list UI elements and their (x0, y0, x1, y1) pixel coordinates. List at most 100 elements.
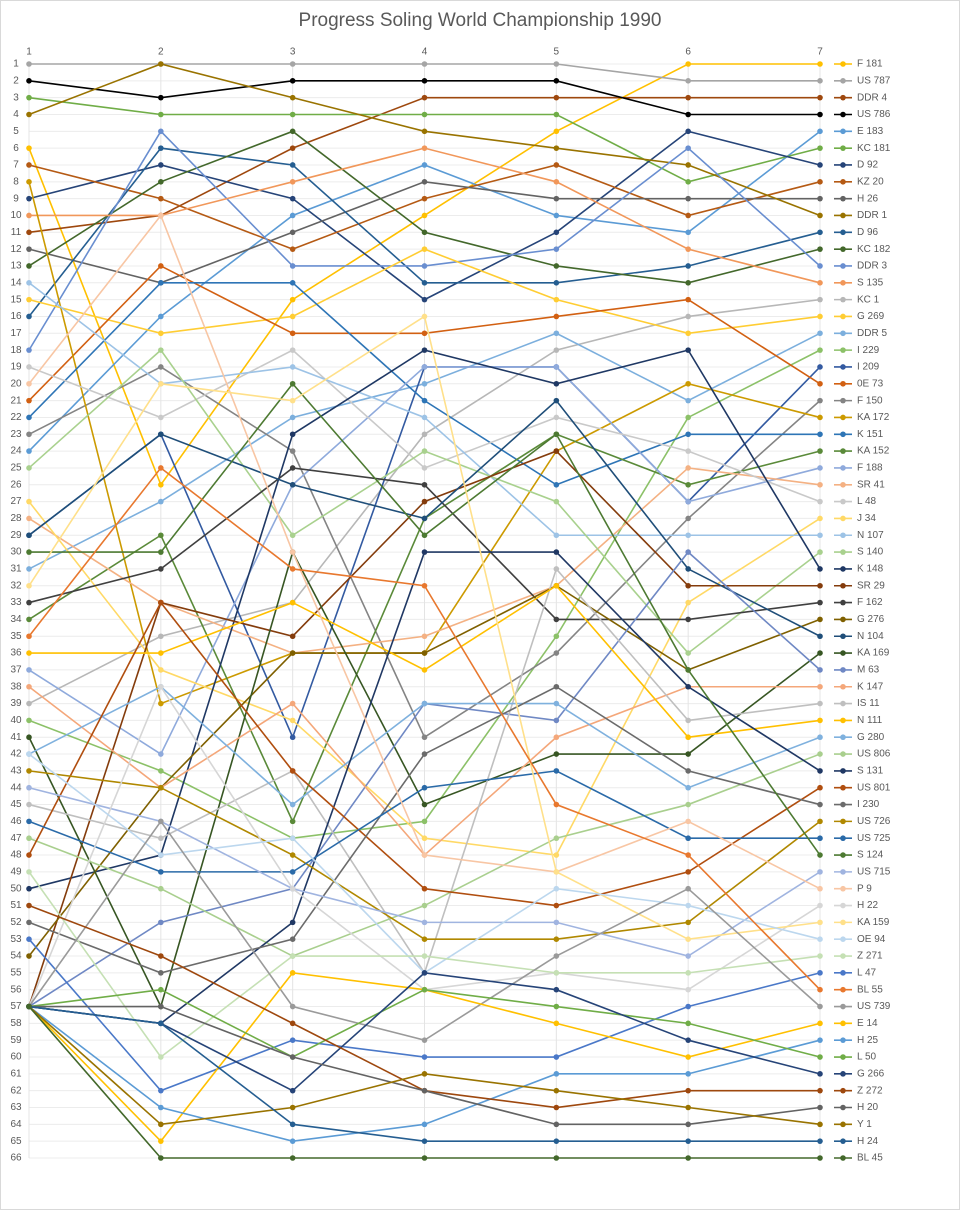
y-tick-label: 59 (10, 1035, 22, 1046)
point (421, 582, 428, 589)
legend-marker (840, 1037, 846, 1043)
point (158, 212, 164, 219)
point (158, 835, 164, 842)
y-tick-label: 10 (10, 210, 22, 221)
legend-label: 0E 73 (857, 378, 884, 389)
point (158, 852, 164, 858)
point (817, 1071, 823, 1077)
point (553, 582, 560, 589)
point (553, 1087, 560, 1094)
legend-marker (840, 347, 846, 353)
point (817, 869, 823, 875)
point (26, 431, 32, 438)
legend-label: H 24 (857, 1136, 879, 1147)
point (421, 1138, 428, 1144)
point (553, 330, 560, 337)
point (421, 970, 428, 976)
legend-marker (840, 717, 846, 724)
y-tick-label: 38 (10, 681, 22, 692)
point (553, 768, 560, 774)
y-tick-label: 17 (10, 328, 22, 339)
point (553, 549, 560, 555)
legend-label: N 104 (857, 631, 884, 642)
point (685, 986, 691, 993)
point (817, 246, 823, 252)
point (158, 111, 164, 118)
point (289, 263, 296, 269)
point (421, 936, 428, 942)
point (421, 532, 428, 539)
point (158, 633, 164, 640)
legend-label: DDR 3 (857, 261, 887, 272)
point (421, 448, 428, 454)
legend-marker (840, 936, 846, 942)
point (289, 970, 296, 976)
point (817, 683, 823, 690)
point (158, 1087, 164, 1094)
point (26, 246, 32, 252)
point (289, 431, 296, 438)
point (158, 330, 164, 337)
legend-label: H 25 (857, 1035, 879, 1046)
point (289, 885, 296, 892)
point (26, 835, 32, 842)
point (685, 599, 691, 606)
point (26, 683, 32, 690)
point (817, 78, 823, 84)
point (289, 397, 296, 404)
point (817, 768, 823, 774)
point (289, 734, 296, 741)
point (685, 498, 691, 505)
point (158, 1155, 164, 1161)
legend-marker (840, 431, 846, 438)
point (685, 94, 691, 101)
legend-label: US 787 (857, 75, 891, 86)
point (289, 650, 296, 656)
point (26, 498, 32, 505)
legend-label: L 47 (857, 968, 877, 979)
point (817, 667, 823, 673)
point (289, 1020, 296, 1027)
legend-label: DDR 1 (857, 210, 887, 221)
point (26, 296, 32, 303)
point (685, 481, 691, 488)
point (158, 768, 164, 774)
legend-marker (840, 667, 846, 673)
point (553, 751, 560, 757)
point (685, 936, 691, 942)
point (26, 515, 32, 522)
point (158, 953, 164, 959)
point (685, 1121, 691, 1128)
point (817, 296, 823, 303)
point (685, 431, 691, 438)
legend-label: P 9 (857, 883, 872, 894)
point (685, 1155, 691, 1161)
legend-label: G 276 (857, 614, 885, 625)
point (685, 970, 691, 976)
point (421, 145, 428, 151)
y-tick-label: 22 (10, 412, 22, 423)
point (421, 953, 428, 959)
point (817, 700, 823, 707)
y-tick-label: 50 (10, 883, 22, 894)
point (289, 414, 296, 421)
point (817, 94, 823, 101)
point (289, 481, 296, 488)
legend-marker (840, 128, 846, 135)
y-tick-label: 47 (10, 833, 22, 844)
point (421, 481, 428, 488)
point (289, 296, 296, 303)
point (421, 1087, 428, 1094)
point (553, 734, 560, 741)
point (421, 549, 428, 555)
y-tick-label: 52 (10, 917, 22, 928)
point (685, 195, 691, 202)
legend-marker (840, 801, 846, 808)
y-tick-label: 46 (10, 816, 22, 827)
y-tick-label: 45 (10, 799, 22, 810)
point (26, 667, 32, 673)
point (26, 768, 32, 774)
point (26, 885, 32, 892)
point (553, 195, 560, 202)
point (158, 818, 164, 825)
